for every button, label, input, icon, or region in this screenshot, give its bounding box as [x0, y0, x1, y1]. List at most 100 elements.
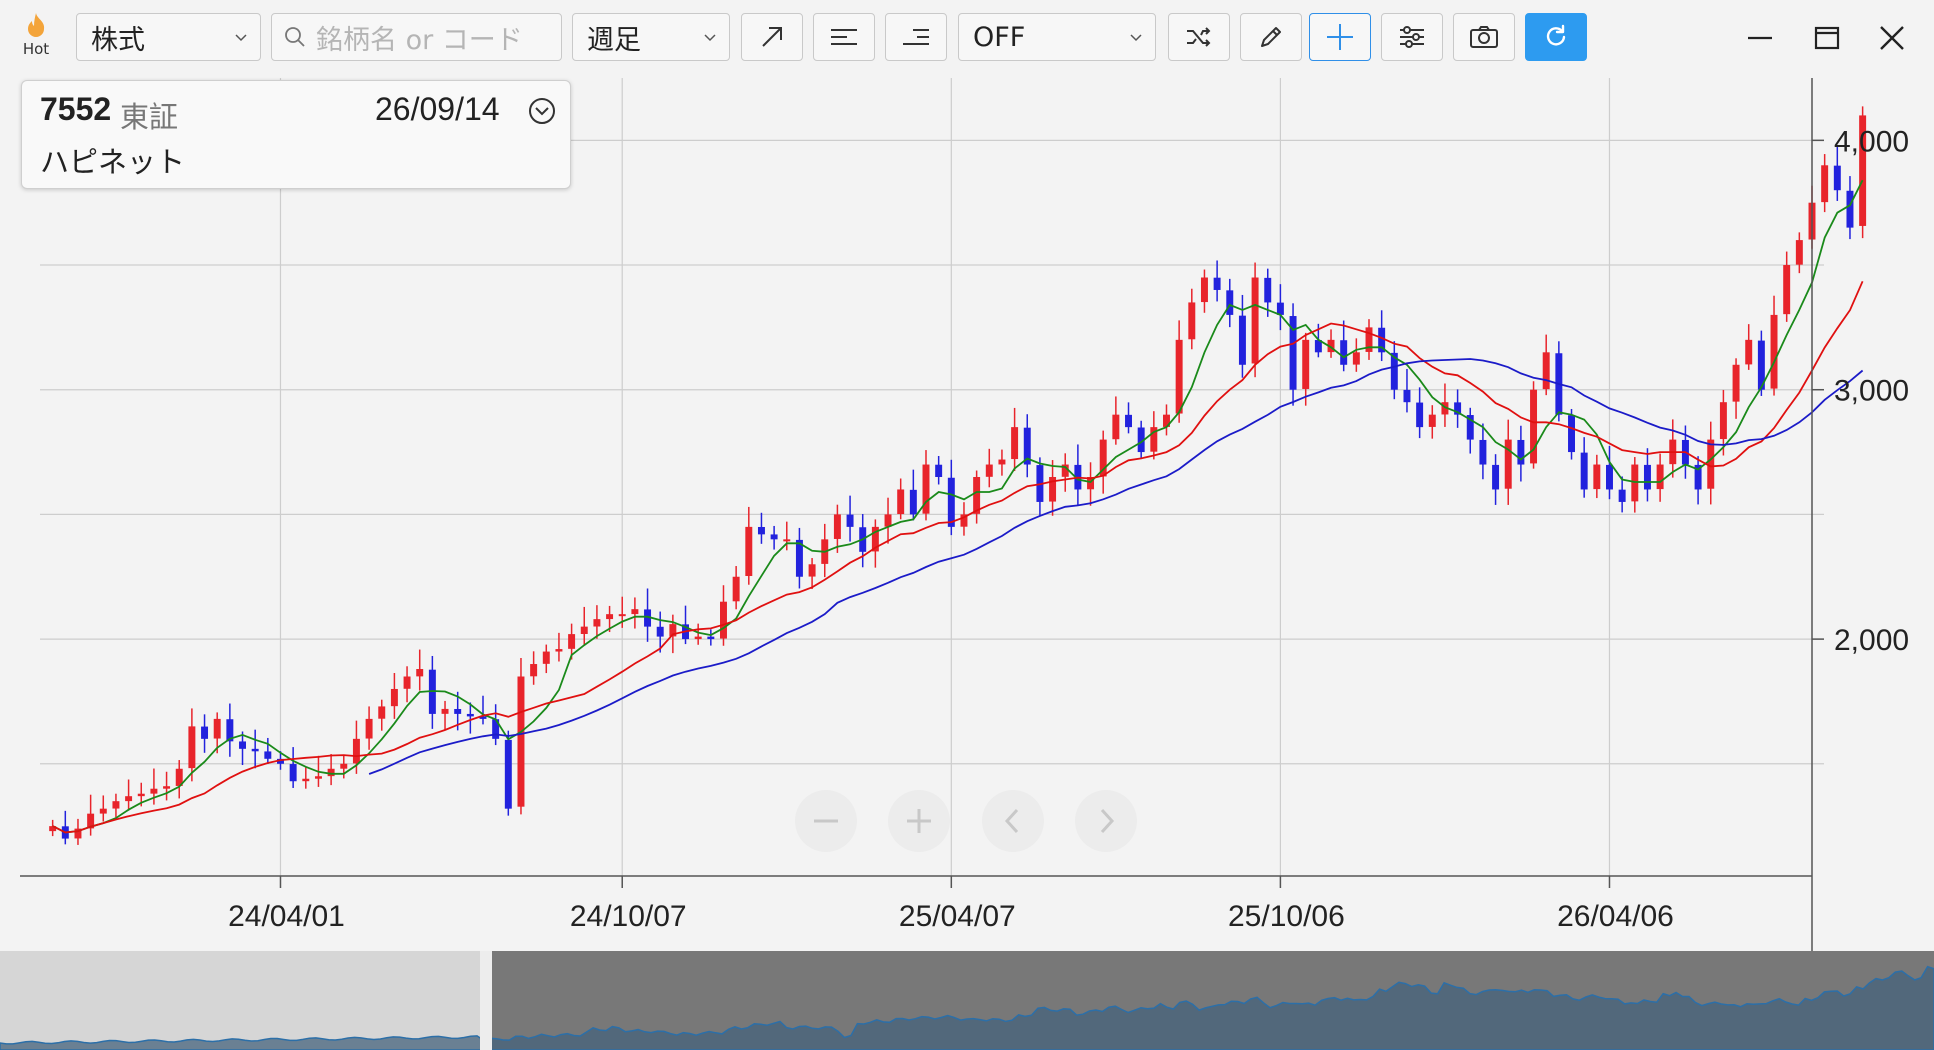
candle-up — [1175, 339, 1183, 414]
close-icon — [1880, 26, 1904, 50]
horizontal-line-left-button[interactable] — [813, 13, 875, 61]
candle-down — [1314, 340, 1322, 353]
candle-up — [1188, 302, 1196, 340]
candle-up — [1859, 115, 1867, 226]
toolbar: Hot 株式 銘柄名 or コード 週足 OFF — [0, 0, 1934, 78]
candle-down — [644, 609, 652, 627]
x-tick-label: 25/04/07 — [899, 900, 1016, 933]
candle-down — [1618, 489, 1626, 502]
shuffle-button[interactable] — [1168, 13, 1230, 61]
candle-up — [593, 619, 601, 627]
candle-up — [365, 718, 373, 739]
candle-up — [1302, 339, 1310, 389]
zoom-out-button[interactable] — [795, 790, 857, 852]
candle-down — [226, 719, 234, 742]
screenshot-button[interactable] — [1453, 13, 1515, 61]
candle-up — [745, 526, 753, 577]
horizontal-line-right-button[interactable] — [885, 13, 947, 61]
candle-down — [264, 751, 272, 759]
candle-up — [1719, 402, 1727, 440]
candle-up — [606, 614, 614, 620]
candle-down — [201, 726, 209, 739]
card-expand-icon[interactable] — [527, 96, 557, 126]
candle-up — [1099, 439, 1107, 477]
candle-up — [1542, 352, 1550, 390]
candle-up — [1656, 464, 1664, 490]
candle-up — [884, 514, 892, 527]
indicator-select[interactable]: OFF — [958, 13, 1156, 61]
period-select[interactable]: 週足 — [572, 13, 730, 61]
candle-down — [1238, 315, 1246, 365]
minimize-icon — [1748, 36, 1772, 40]
settings-button[interactable] — [1381, 13, 1443, 61]
candle-up — [1150, 427, 1158, 452]
maximize-icon — [1814, 26, 1840, 50]
scroll-left-button[interactable] — [982, 790, 1044, 852]
indicator-select-value: OFF — [973, 21, 1026, 53]
candle-up — [1251, 277, 1259, 364]
candle-up — [1087, 477, 1095, 490]
horizontal-line-right-icon — [903, 29, 929, 45]
moving-average-long-line — [368, 358, 1864, 775]
zoom-in-button[interactable] — [888, 790, 950, 852]
overview-handle[interactable] — [480, 951, 492, 1050]
candle-up — [390, 688, 398, 707]
zoom-in-icon — [907, 809, 931, 833]
settings-sliders-icon — [1400, 26, 1424, 48]
hot-button[interactable]: Hot — [14, 12, 58, 66]
draw-button[interactable] — [1240, 13, 1302, 61]
x-tick-label: 24/04/01 — [228, 900, 345, 933]
candle-up — [960, 514, 968, 527]
close-button[interactable] — [1870, 16, 1914, 60]
period-select-value: 週足 — [587, 24, 641, 56]
candle-up — [1428, 414, 1436, 427]
candle-down — [1378, 327, 1386, 353]
candle-down — [1213, 277, 1221, 290]
market-select[interactable]: 株式 — [76, 13, 261, 61]
candle-up — [74, 828, 82, 839]
candle-down — [1643, 464, 1651, 490]
candle-up — [1327, 339, 1335, 353]
candle-down — [935, 464, 943, 477]
refresh-button[interactable] — [1525, 13, 1587, 61]
candle-up — [1795, 240, 1803, 265]
candle-up — [1352, 352, 1360, 365]
crosshair-button[interactable] — [1309, 13, 1371, 61]
candle-up — [555, 649, 563, 652]
candle-up — [1011, 427, 1019, 460]
candle-up — [1200, 277, 1208, 303]
pencil-icon — [1261, 27, 1281, 47]
candle-down — [466, 713, 474, 717]
candle-up — [416, 669, 424, 677]
candle-down — [239, 741, 246, 749]
candle-up — [542, 651, 550, 664]
candle-down — [289, 764, 297, 782]
candle-up — [441, 708, 449, 714]
overview-area — [0, 965, 1934, 1050]
trend-line-button[interactable] — [741, 13, 803, 61]
candle-down — [947, 477, 955, 527]
candle-up — [99, 808, 107, 814]
candle-up — [352, 738, 360, 764]
candle-up — [302, 778, 310, 782]
exchange-label: 東証 — [120, 100, 179, 134]
candle-up — [1593, 464, 1601, 490]
candle-down — [1606, 464, 1613, 490]
maximize-button[interactable] — [1805, 16, 1849, 60]
scroll-left-icon — [1004, 808, 1019, 834]
y-tick-label: 3,000 — [1834, 375, 1909, 408]
candle-down — [1264, 277, 1272, 303]
hot-label: Hot — [22, 40, 50, 58]
candle-down — [454, 708, 462, 714]
scroll-right-button[interactable] — [1075, 790, 1137, 852]
search-input[interactable]: 銘柄名 or コード — [271, 13, 562, 61]
candle-down — [795, 539, 803, 577]
candle-up — [175, 768, 183, 786]
range-overview[interactable] — [0, 951, 1934, 1050]
minimize-button[interactable] — [1738, 16, 1782, 60]
candle-down — [492, 719, 500, 739]
moving-average-mid-line — [52, 280, 1864, 834]
candle-up — [720, 601, 727, 639]
chevron-down-icon — [704, 34, 716, 42]
candle-up — [808, 564, 816, 577]
